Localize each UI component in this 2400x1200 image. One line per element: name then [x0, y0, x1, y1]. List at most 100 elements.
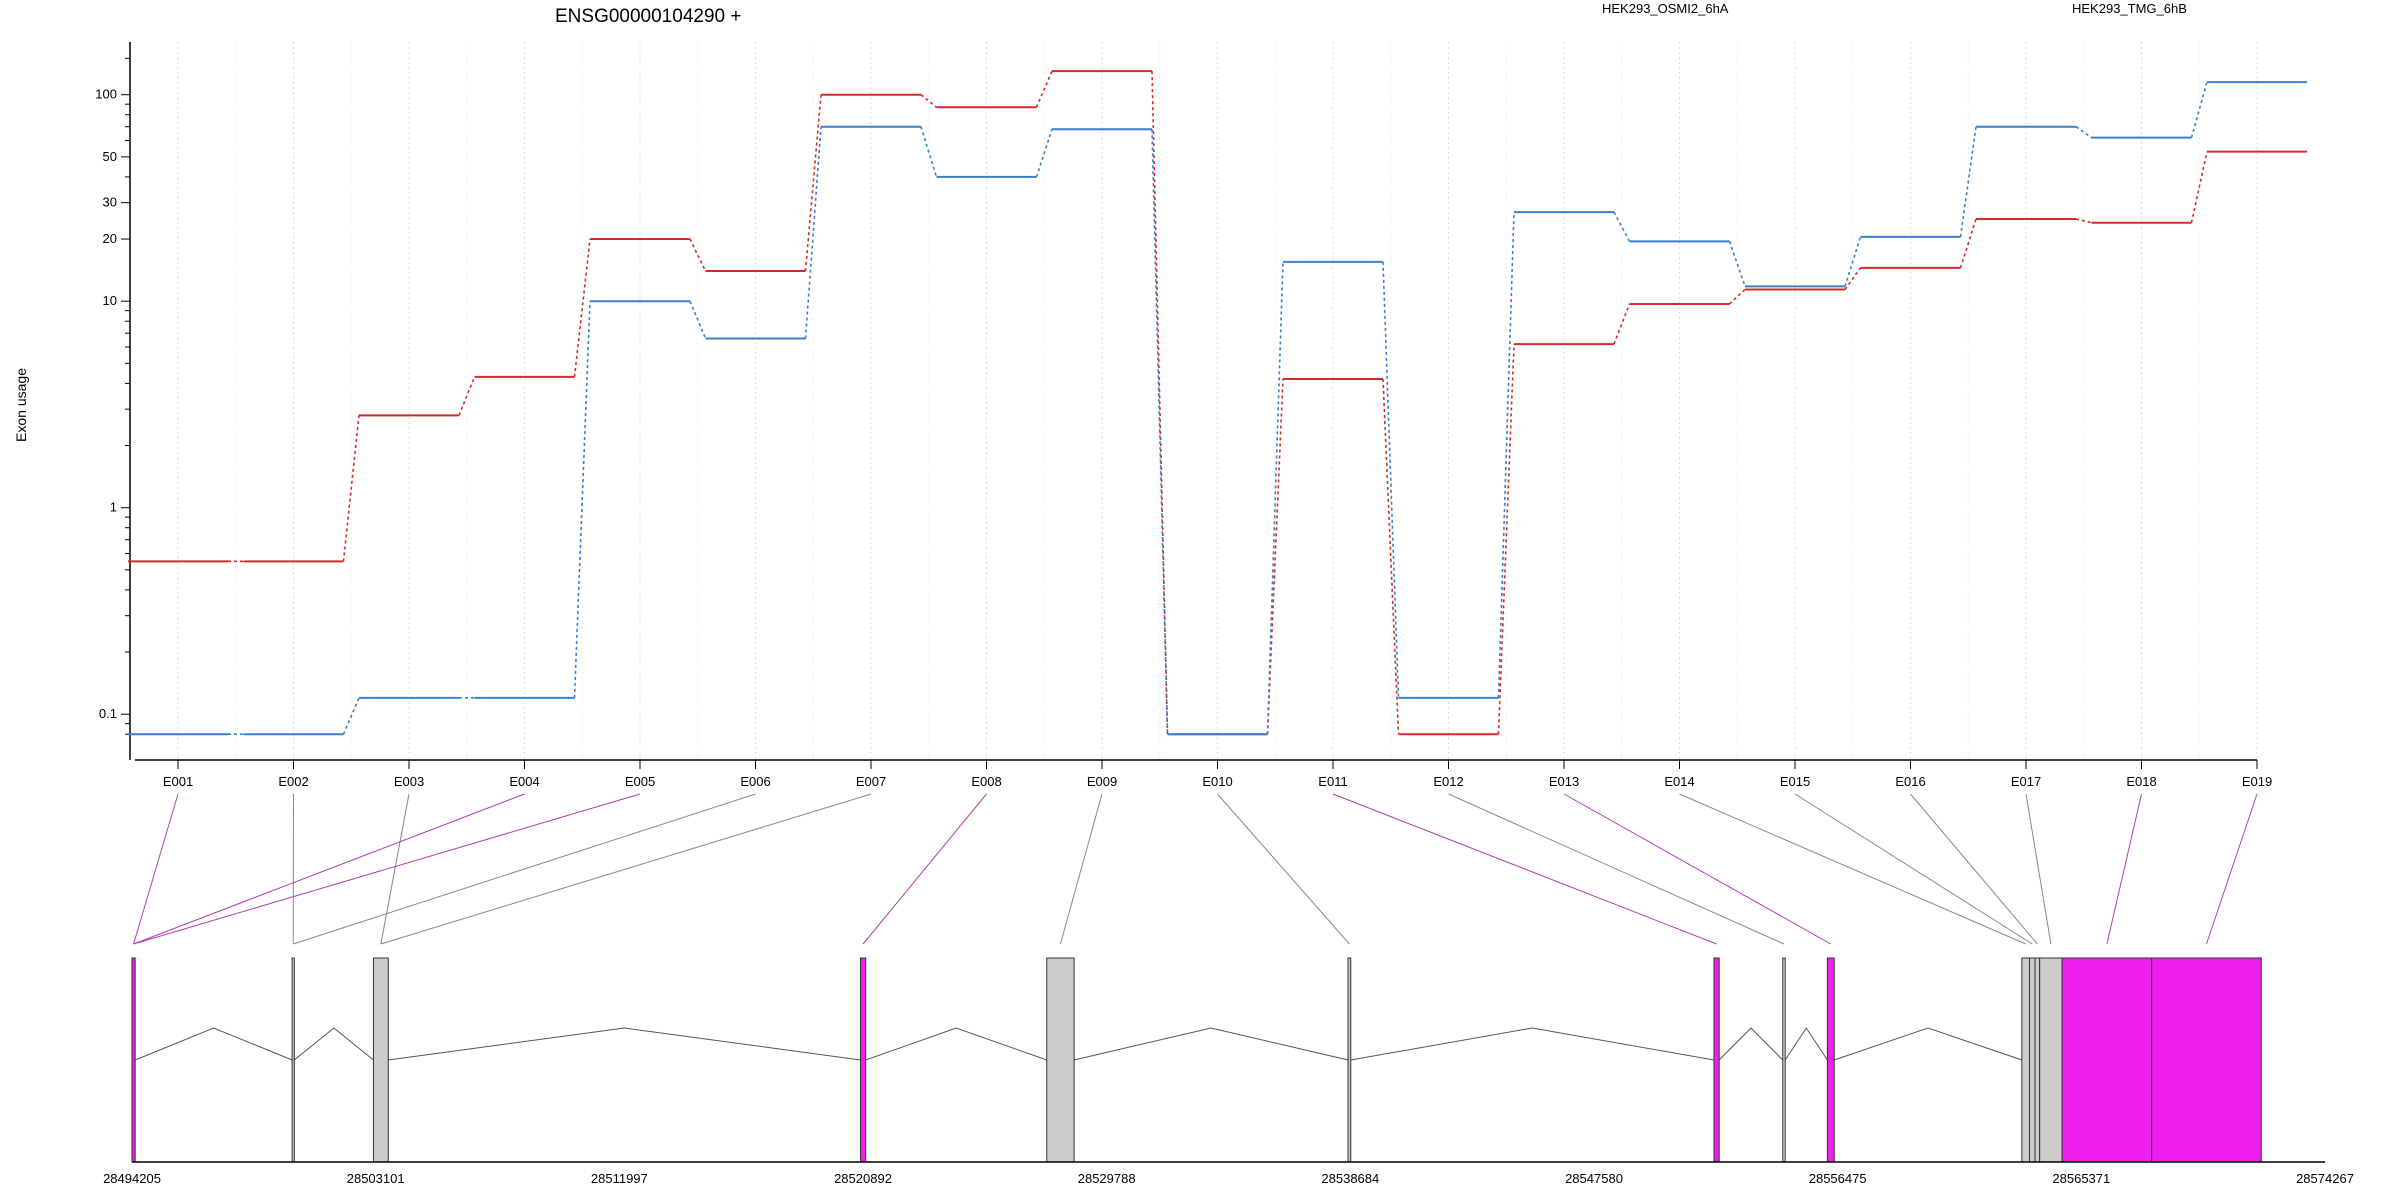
exon-block-e008: [859, 957, 867, 1163]
x-tick-label: E011: [1318, 774, 1347, 789]
x-tick-label: E005: [625, 774, 655, 789]
coordinate-label: 28511997: [591, 1171, 648, 1186]
series-transition: [1959, 126, 1977, 237]
exon-block-e013: [1826, 957, 1835, 1163]
connector-e015: [1794, 793, 2033, 945]
exon-connectors: [133, 793, 2258, 945]
intron: [865, 1027, 1047, 1061]
exon-block-e016: [2034, 957, 2041, 1163]
y-axis-label: Exon usage: [13, 368, 29, 442]
series-transition: [1613, 303, 1631, 345]
connector-e007: [380, 793, 872, 945]
x-tick-label: E015: [1780, 774, 1810, 789]
exon-block-e001: [131, 957, 136, 1163]
connector-e006: [293, 793, 756, 945]
series-transition: [1266, 261, 1284, 735]
exon-block-e019: [2151, 957, 2262, 1163]
intron: [1834, 1027, 2023, 1061]
coordinate-label: 28494205: [103, 1171, 161, 1186]
connector-e016: [1910, 793, 2038, 945]
coordinate-label: 28503101: [347, 1171, 405, 1186]
series-transition: [1728, 288, 1746, 305]
series-osmi2: [128, 70, 2307, 736]
axes: 0.1 1 10 20 30 50 100 E001 E002 E003 E004 E005 E006 E…: [95, 42, 2272, 789]
connector-e009: [1059, 793, 1103, 945]
series-transition: [342, 697, 360, 735]
y-tick-label: 100: [95, 87, 117, 102]
coordinate-label: 28529788: [1078, 1171, 1136, 1186]
x-tick-label: E004: [509, 774, 539, 789]
y-tick-label: 1: [110, 500, 117, 515]
x-tick-label: E019: [2242, 774, 2272, 789]
connector-e008: [862, 793, 987, 945]
legend-entry-osmi2: HEK293_OSMI2_6hA: [1602, 1, 1729, 16]
intron: [1718, 1027, 1784, 1061]
intron: [293, 1027, 374, 1061]
x-tick-label: E018: [2126, 774, 2156, 789]
series-transition: [1959, 218, 1977, 269]
exon-block-e010: [1347, 957, 1352, 1163]
grid-lines: [177, 42, 2258, 760]
series-transition: [1035, 129, 1053, 178]
series-transition: [920, 126, 938, 178]
series-transition: [1035, 70, 1053, 108]
connector-e017: [2025, 793, 2052, 945]
series-transition: [2190, 151, 2208, 223]
connector-e003: [380, 793, 410, 945]
series-transition: [1266, 378, 1284, 735]
intron: [1350, 1027, 1715, 1061]
series-transition: [1497, 344, 1515, 735]
coordinate-label: 28574267: [2296, 1171, 2354, 1186]
exon-block-e002: [291, 957, 295, 1163]
x-tick-label: E008: [971, 774, 1001, 789]
connector-e005: [133, 793, 641, 945]
x-tick-label: E012: [1433, 774, 1463, 789]
connector-e011: [1332, 793, 1717, 945]
x-tick-label: E003: [394, 774, 424, 789]
x-tick-label: E014: [1664, 774, 1694, 789]
exon-block-e017: [2039, 957, 2063, 1163]
series-transition: [1382, 261, 1400, 698]
coordinate-label: 28556475: [1809, 1171, 1867, 1186]
series-transition: [689, 300, 707, 339]
series-transition: [1613, 211, 1631, 242]
series-transition: [1728, 241, 1746, 287]
exon-block-e015: [2029, 957, 2036, 1163]
series-transition: [1382, 378, 1400, 735]
exon-block-e009: [1046, 957, 1075, 1163]
series-transition: [2190, 81, 2208, 138]
chart-title: ENSG00000104290 +: [555, 6, 741, 27]
series-transition: [1497, 212, 1515, 698]
connector-e013: [1563, 793, 1832, 945]
exon-block-e018: [2061, 957, 2153, 1163]
y-tick-label: 30: [103, 195, 117, 210]
series-transition: [342, 415, 360, 562]
x-tick-label: E010: [1202, 774, 1232, 789]
x-tick-label: E013: [1549, 774, 1579, 789]
connector-e014: [1679, 793, 2026, 945]
exon-block-e003: [372, 957, 389, 1163]
series-transition: [2075, 218, 2092, 224]
y-tick-label: 10: [103, 293, 117, 308]
intron: [1074, 1027, 1349, 1061]
series-transition: [1844, 236, 1862, 287]
series-transition: [804, 126, 822, 339]
intron: [134, 1027, 293, 1061]
series-lines: [128, 70, 2307, 736]
x-tick-label: E006: [740, 774, 770, 789]
connector-e004: [133, 793, 525, 945]
series-transition: [573, 301, 591, 698]
intron: [388, 1027, 861, 1061]
y-tick-label: 0.1: [99, 706, 117, 721]
coordinate-label: 28565371: [2052, 1171, 2110, 1186]
x-tick-label: E017: [2011, 774, 2041, 789]
series-transition: [458, 376, 476, 416]
x-tick-label: E007: [856, 774, 886, 789]
connector-e012: [1448, 793, 1785, 945]
exon-block-e014: [2021, 957, 2031, 1163]
legend-entry-tmg: HEK293_TMG_6hB: [2072, 1, 2187, 16]
x-tick-label: E002: [278, 774, 308, 789]
connector-e010: [1217, 793, 1350, 945]
y-tick-label: 50: [103, 149, 117, 164]
series-transition: [1151, 129, 1169, 735]
